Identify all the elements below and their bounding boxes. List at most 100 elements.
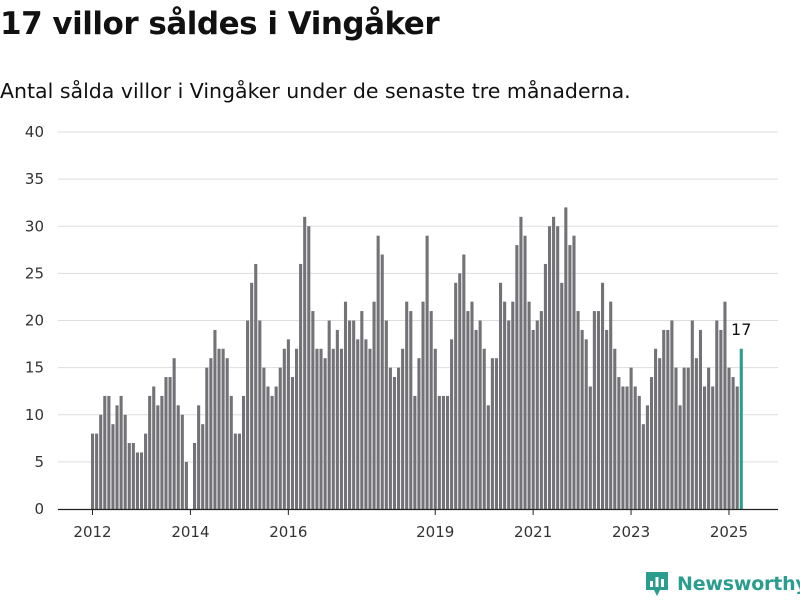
x-tick-label: 2023 — [612, 523, 650, 541]
bar — [601, 282, 605, 509]
bar — [633, 386, 637, 509]
chart-subtitle: Antal sålda villor i Vingåker under de s… — [0, 79, 631, 103]
bar — [437, 395, 441, 509]
bar — [641, 424, 645, 509]
bar — [515, 245, 519, 509]
bar — [392, 377, 397, 509]
bar — [172, 358, 176, 509]
bar — [237, 433, 241, 509]
bar — [311, 311, 315, 509]
bar — [123, 414, 127, 509]
bar — [319, 348, 323, 509]
bar — [433, 348, 437, 509]
bar — [470, 301, 474, 509]
bar — [707, 367, 711, 510]
y-tick-label: 10 — [25, 406, 44, 424]
bar — [617, 377, 621, 509]
bar — [486, 405, 490, 509]
y-tick-label: 0 — [34, 500, 44, 518]
bar — [168, 377, 172, 509]
bar — [417, 358, 421, 509]
bar — [527, 301, 531, 509]
bar — [339, 348, 343, 509]
bar — [564, 207, 568, 509]
bar — [135, 452, 139, 509]
bar — [397, 367, 401, 510]
bar — [384, 320, 388, 509]
bar — [144, 433, 148, 509]
bar — [254, 263, 258, 509]
bar — [596, 311, 601, 509]
bar — [490, 358, 494, 509]
bar — [299, 263, 303, 509]
bar — [213, 329, 217, 509]
y-tick-label: 40 — [25, 123, 44, 141]
bar — [364, 339, 368, 509]
bar — [205, 367, 209, 510]
bar — [115, 405, 119, 509]
bar — [376, 235, 380, 509]
bar — [380, 254, 384, 509]
bar — [531, 329, 535, 509]
bar — [413, 395, 417, 509]
bar — [727, 367, 731, 510]
bar — [250, 282, 254, 509]
highlight-data-label: 17 — [731, 320, 751, 339]
bar — [609, 301, 613, 509]
bar — [519, 216, 523, 509]
bar — [543, 263, 547, 509]
bar — [303, 216, 307, 509]
bar — [637, 395, 641, 509]
bar — [209, 358, 213, 509]
bar — [286, 339, 290, 509]
bar — [352, 320, 356, 509]
bar — [119, 395, 123, 509]
bar — [556, 226, 560, 509]
bar — [156, 405, 160, 509]
bar — [91, 433, 95, 509]
bar — [401, 348, 405, 509]
bar — [649, 377, 654, 509]
bar — [670, 320, 674, 509]
bar — [290, 377, 295, 509]
bar — [662, 329, 666, 509]
bar — [698, 329, 703, 509]
bar — [99, 414, 103, 509]
y-tick-label: 5 — [34, 453, 44, 471]
bar — [246, 320, 250, 509]
bar — [131, 443, 135, 509]
bar — [197, 405, 201, 509]
bar — [348, 320, 352, 509]
x-tick-label: 2014 — [171, 523, 209, 541]
bar — [694, 358, 698, 509]
bar — [409, 311, 413, 509]
bar — [682, 367, 686, 510]
bar — [193, 443, 197, 509]
bar — [580, 329, 584, 509]
y-tick-label: 15 — [25, 359, 44, 377]
bar — [560, 282, 564, 509]
bar — [282, 348, 286, 509]
bar — [552, 216, 556, 509]
bar — [315, 348, 319, 509]
bar — [184, 461, 188, 510]
x-tick-label: 2012 — [73, 523, 111, 541]
bar — [719, 329, 723, 509]
bar — [278, 367, 282, 510]
bar — [584, 339, 588, 509]
bar — [715, 320, 719, 509]
bar — [703, 386, 707, 509]
bar — [462, 254, 466, 509]
bar — [343, 301, 348, 509]
bar — [164, 377, 168, 509]
bar — [274, 386, 278, 509]
bar — [458, 273, 462, 510]
bar — [323, 358, 327, 509]
bar — [368, 348, 372, 509]
bar — [201, 424, 205, 509]
bar — [731, 377, 735, 509]
brand-logo[interactable]: Newsworthy — [644, 570, 800, 598]
y-tick-label: 25 — [25, 264, 44, 282]
bar — [568, 245, 572, 509]
bar — [511, 301, 515, 509]
